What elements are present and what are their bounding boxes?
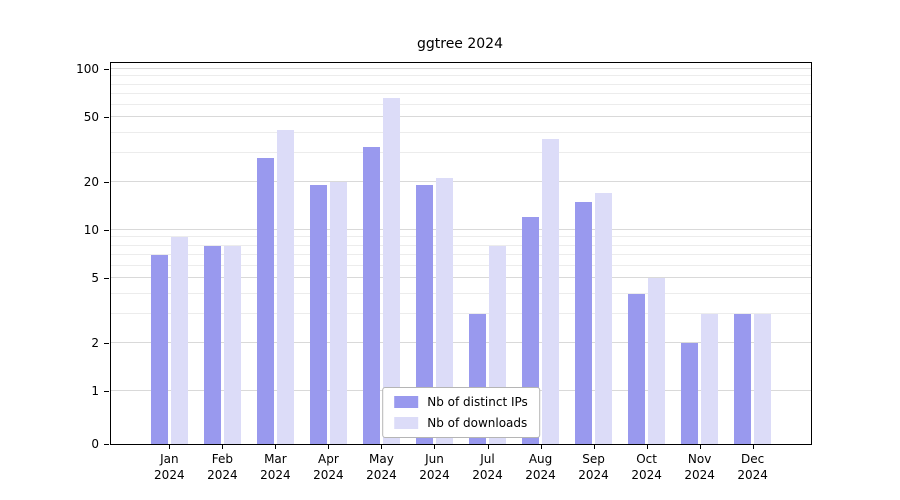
x-tick-mark — [646, 444, 648, 449]
bar-downloads — [382, 98, 400, 444]
y-tick-mark — [104, 444, 109, 445]
x-tick-mark — [540, 444, 542, 449]
x-tick-label: Dec 2024 — [737, 452, 768, 482]
bar-distinct-ips — [309, 185, 327, 444]
gridline — [111, 83, 811, 85]
legend-item-downloads: Nb of downloads — [394, 416, 528, 430]
x-tick-label: Feb 2024 — [207, 452, 238, 482]
x-tick-label: Jan 2024 — [154, 452, 185, 482]
legend: Nb of distinct IPs Nb of downloads — [382, 387, 540, 438]
x-tick-mark — [487, 444, 489, 449]
gridline — [111, 132, 811, 134]
y-tick-mark — [104, 230, 109, 231]
x-tick-label: Apr 2024 — [313, 452, 344, 482]
bar-distinct-ips — [150, 254, 168, 444]
y-tick-mark — [104, 391, 109, 392]
y-tick-label: 0 — [91, 437, 99, 451]
bar-distinct-ips — [628, 294, 646, 444]
x-tick-label: Nov 2024 — [684, 452, 715, 482]
gridline — [111, 236, 811, 238]
bar-distinct-ips — [256, 158, 274, 444]
gridline — [111, 244, 811, 246]
gridline — [111, 277, 811, 279]
bar-downloads — [170, 237, 188, 444]
bar-distinct-ips — [575, 201, 593, 444]
bar-downloads — [701, 314, 719, 444]
bar-downloads — [542, 138, 560, 444]
y-tick-mark — [104, 181, 109, 183]
gridline — [111, 68, 811, 69]
x-tick-mark — [328, 444, 330, 449]
x-tick-label: Mar 2024 — [260, 452, 291, 482]
chart-title: ggtree 2024 — [416, 36, 504, 52]
x-tick-label: Sep 2024 — [578, 452, 609, 482]
bar-downloads — [435, 178, 453, 444]
bar-downloads — [329, 181, 347, 444]
x-tick-label: Jun 2024 — [419, 452, 450, 482]
bar-downloads — [648, 278, 666, 444]
x-tick-mark — [593, 444, 595, 449]
gridline — [111, 180, 811, 182]
gridline — [111, 75, 811, 77]
gridline — [111, 103, 811, 105]
bar-distinct-ips — [681, 342, 699, 444]
gridline — [111, 229, 811, 230]
gridline — [111, 152, 811, 154]
y-tick-label: 1 — [91, 384, 99, 398]
bar-distinct-ips — [362, 146, 380, 444]
y-tick-label: 20 — [83, 174, 99, 189]
y-tick-label: 2 — [91, 335, 99, 350]
y-tick-label: 5 — [91, 271, 99, 286]
gridline — [111, 313, 811, 315]
bar-downloads — [754, 314, 772, 444]
x-tick-label: May 2024 — [366, 452, 397, 482]
x-tick-mark — [752, 444, 754, 449]
legend-label-distinct-ips: Nb of distinct IPs — [427, 395, 528, 409]
bar-downloads — [223, 245, 241, 444]
y-tick-label: 10 — [83, 223, 99, 237]
y-tick-label: 50 — [83, 110, 99, 125]
bar-downloads — [276, 129, 294, 444]
x-tick-mark — [169, 444, 171, 449]
legend-label-downloads: Nb of downloads — [427, 416, 528, 430]
gridline — [111, 341, 811, 343]
y-tick-mark — [104, 117, 109, 119]
gridline — [111, 293, 811, 295]
bar-distinct-ips — [203, 245, 221, 444]
x-tick-label: Oct 2024 — [631, 452, 662, 482]
legend-item-distinct-ips: Nb of distinct IPs — [394, 395, 528, 409]
x-tick-label: Aug 2024 — [525, 452, 556, 482]
y-tick-mark — [104, 278, 109, 280]
gridline — [111, 264, 811, 266]
bar-downloads — [595, 192, 613, 444]
y-tick-label: 100 — [76, 62, 99, 76]
x-tick-mark — [434, 444, 436, 449]
bar-distinct-ips — [734, 314, 752, 444]
x-tick-mark — [381, 444, 383, 449]
y-tick-mark — [104, 69, 109, 70]
plot-area: Nb of distinct IPs Nb of downloads — [110, 62, 812, 445]
bar-distinct-ips — [415, 185, 433, 444]
x-tick-mark — [275, 444, 277, 449]
x-tick-mark — [699, 444, 701, 449]
gridline — [111, 116, 811, 118]
x-tick-label: Jul 2024 — [472, 452, 503, 482]
legend-swatch-downloads — [394, 417, 419, 429]
legend-swatch-distinct-ips — [394, 396, 419, 408]
x-tick-mark — [222, 444, 224, 449]
y-tick-mark — [104, 342, 109, 344]
gridline — [111, 253, 811, 255]
gridline — [111, 92, 811, 94]
